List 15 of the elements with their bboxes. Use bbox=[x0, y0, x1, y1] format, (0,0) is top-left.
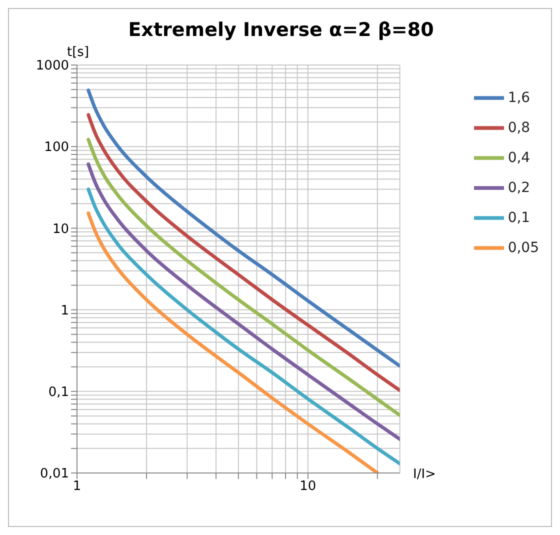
legend-label: 1,6 bbox=[508, 90, 530, 106]
y-tick-label: 1000 bbox=[36, 58, 69, 74]
y-tick-label: 0,01 bbox=[40, 466, 69, 482]
legend-label: 0,4 bbox=[508, 150, 530, 166]
y-tick-label: 100 bbox=[44, 140, 69, 156]
chart-title: Extremely Inverse α=2 β=80 bbox=[127, 19, 435, 41]
legend-label: 0,2 bbox=[508, 180, 530, 196]
legend-label: 0,05 bbox=[508, 240, 539, 256]
y-tick-label: 1 bbox=[60, 303, 69, 318]
y-tick-label: 0,1 bbox=[48, 385, 69, 400]
x-axis-title: I/I> bbox=[413, 467, 436, 482]
legend-label: 0,1 bbox=[508, 210, 530, 226]
y-tick-label: 10 bbox=[52, 222, 69, 237]
legend-label: 0,8 bbox=[508, 120, 530, 136]
y-axis-title: t[s] bbox=[67, 45, 90, 60]
